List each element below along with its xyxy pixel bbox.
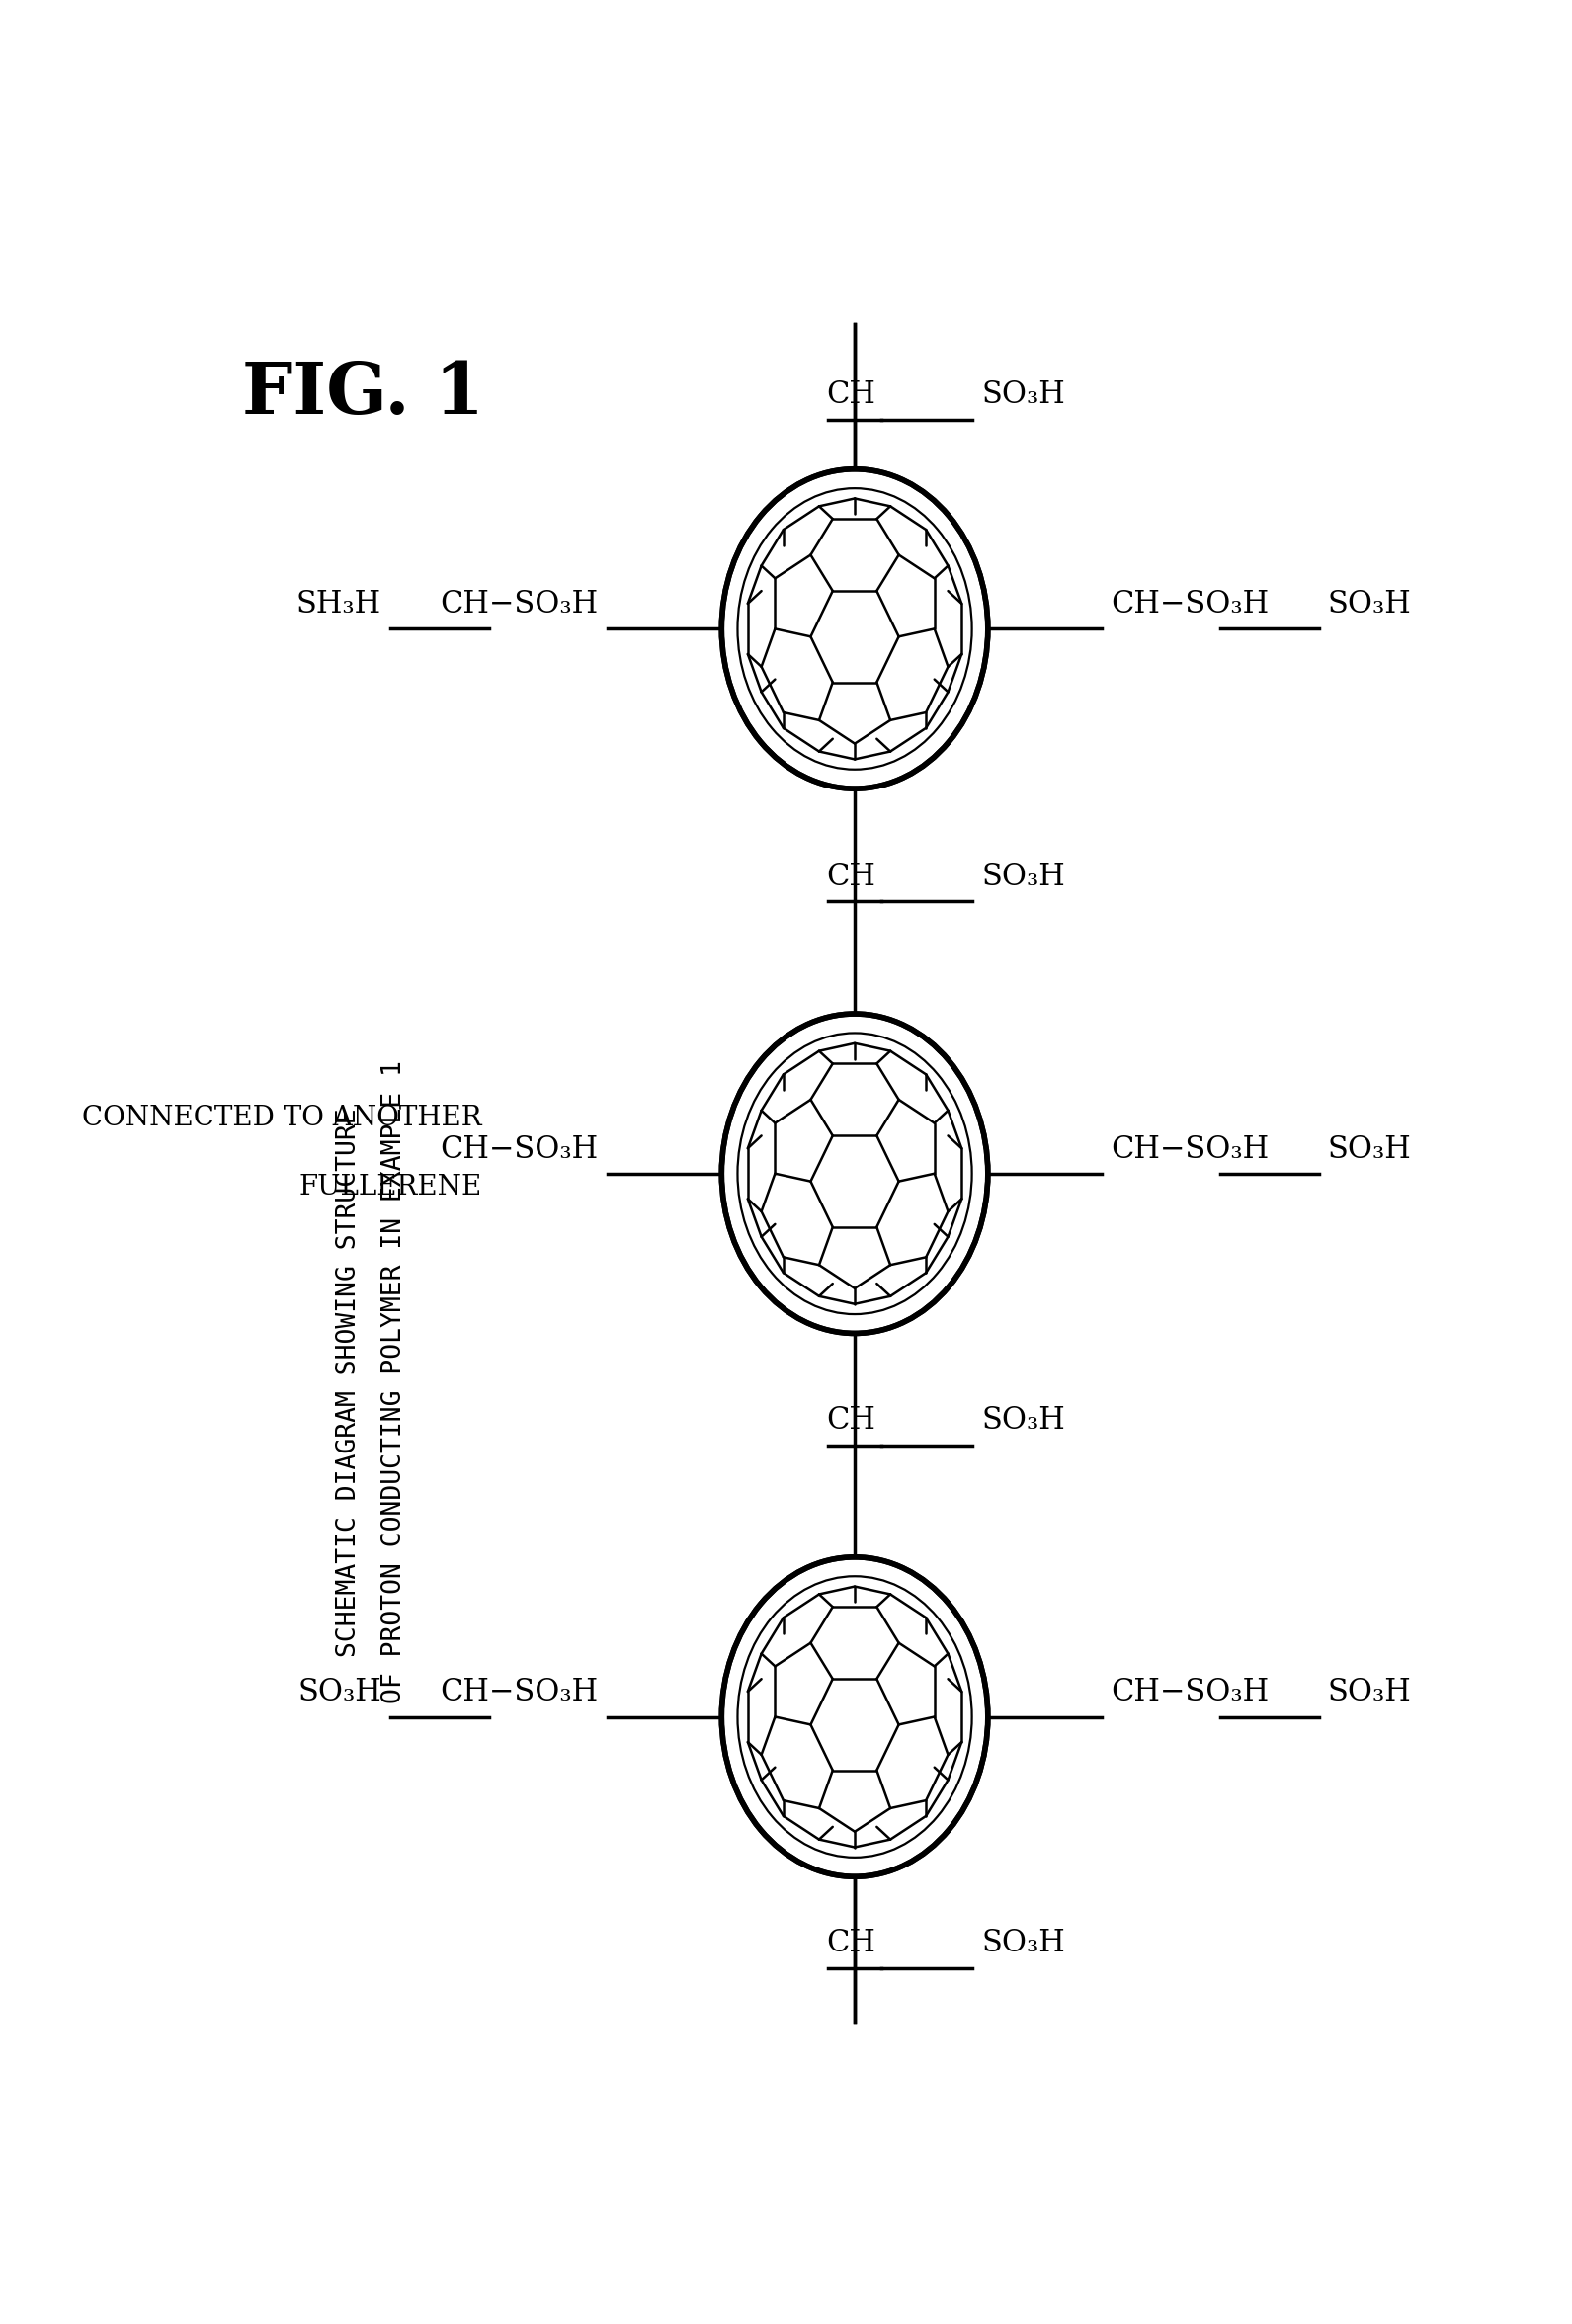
Text: SO₃H: SO₃H (297, 1678, 382, 1708)
Text: CH: CH (827, 379, 876, 411)
Text: CH−SO₃H: CH−SO₃H (1111, 1134, 1269, 1164)
Text: CH: CH (827, 862, 876, 892)
Text: CH: CH (827, 1929, 876, 1959)
Ellipse shape (722, 1557, 987, 1875)
Text: CONNECTED TO ANOTHER: CONNECTED TO ANOTHER (82, 1106, 483, 1132)
Text: CH−SO₃H: CH−SO₃H (440, 1678, 599, 1708)
Text: CH−SO₃H: CH−SO₃H (1111, 588, 1269, 621)
Text: SCHEMATIC DIAGRAM SHOWING STRUCTURE: SCHEMATIC DIAGRAM SHOWING STRUCTURE (336, 1109, 362, 1657)
Text: OF PROTON CONDUCTING POLYMER IN EXAMPLE 1: OF PROTON CONDUCTING POLYMER IN EXAMPLE … (382, 1060, 407, 1703)
Text: CH−SO₃H: CH−SO₃H (440, 588, 599, 621)
Ellipse shape (722, 1013, 987, 1334)
Text: SO₃H: SO₃H (1328, 1678, 1412, 1708)
Ellipse shape (722, 469, 987, 788)
Text: SO₃H: SO₃H (982, 862, 1066, 892)
Text: SO₃H: SO₃H (1328, 588, 1412, 621)
Text: SO₃H: SO₃H (1328, 1134, 1412, 1164)
Text: CH−SO₃H: CH−SO₃H (440, 1134, 599, 1164)
Text: FIG. 1: FIG. 1 (242, 358, 484, 430)
Text: CH: CH (827, 1406, 876, 1436)
Text: SO₃H: SO₃H (982, 1406, 1066, 1436)
Text: CH−SO₃H: CH−SO₃H (1111, 1678, 1269, 1708)
Text: SH₃H: SH₃H (297, 588, 382, 621)
Text: SO₃H: SO₃H (982, 379, 1066, 411)
Text: FULLERENE: FULLERENE (299, 1174, 483, 1199)
Text: SO₃H: SO₃H (982, 1929, 1066, 1959)
